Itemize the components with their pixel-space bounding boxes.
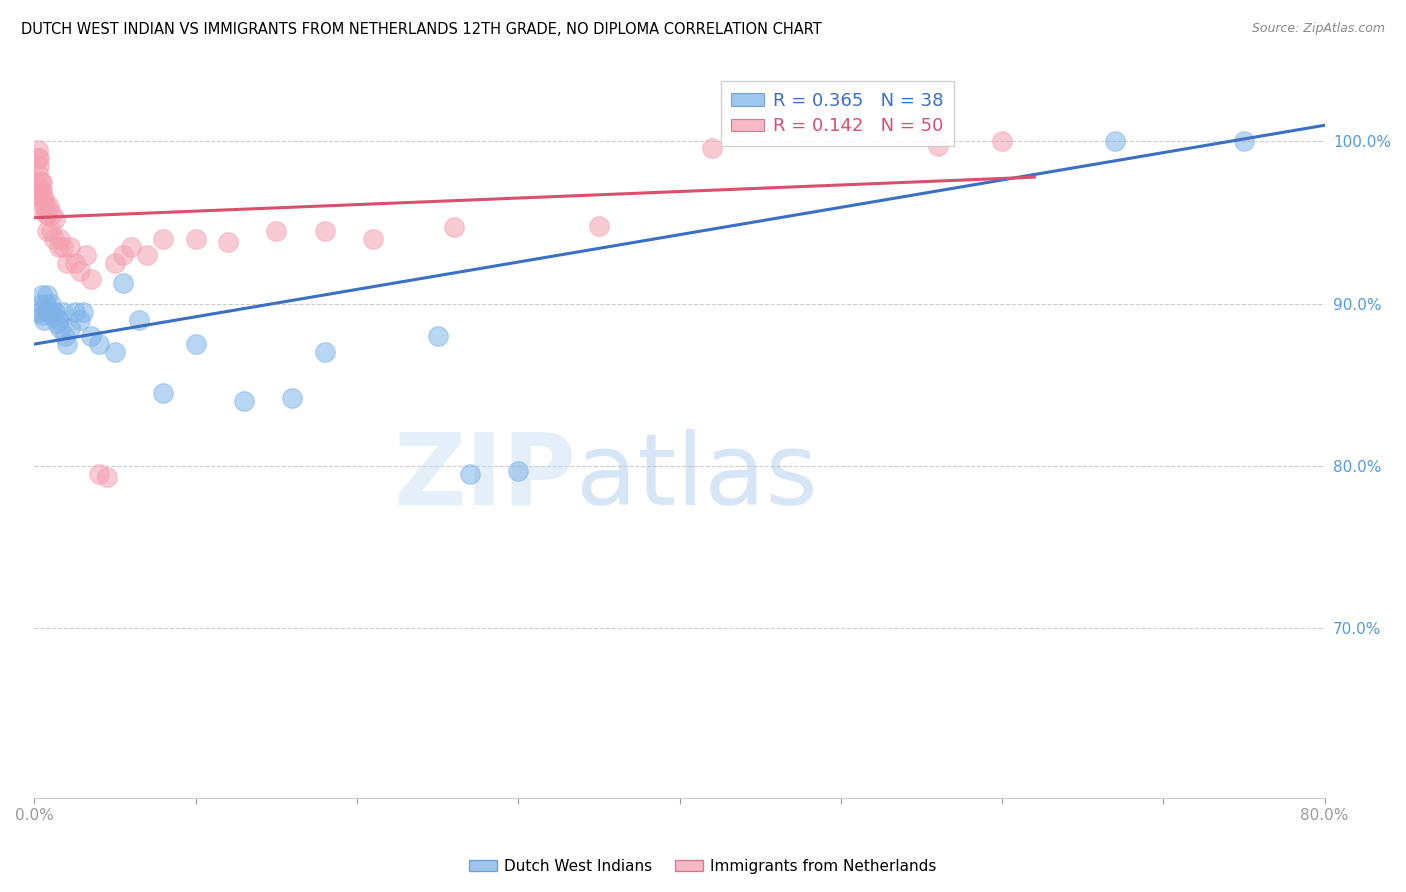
Text: Source: ZipAtlas.com: Source: ZipAtlas.com xyxy=(1251,22,1385,36)
Point xyxy=(27,151,49,165)
Point xyxy=(508,464,530,478)
Point xyxy=(59,240,82,254)
Point xyxy=(32,313,55,327)
Point xyxy=(63,304,86,318)
Point xyxy=(31,288,53,302)
Point xyxy=(53,329,76,343)
Point xyxy=(41,304,63,318)
Point xyxy=(1233,135,1256,149)
Point xyxy=(443,220,465,235)
Text: DUTCH WEST INDIAN VS IMMIGRANTS FROM NETHERLANDS 12TH GRADE, NO DIPLOMA CORRELAT: DUTCH WEST INDIAN VS IMMIGRANTS FROM NET… xyxy=(21,22,823,37)
Point xyxy=(27,143,49,157)
Point xyxy=(75,248,97,262)
Point xyxy=(52,240,75,254)
Point xyxy=(39,224,62,238)
Point xyxy=(32,191,55,205)
Point xyxy=(39,296,62,310)
Point xyxy=(426,329,449,343)
Point xyxy=(30,296,52,310)
Legend: Dutch West Indians, Immigrants from Netherlands: Dutch West Indians, Immigrants from Neth… xyxy=(463,853,943,880)
Point xyxy=(233,393,256,408)
Point xyxy=(104,345,127,359)
Point xyxy=(42,310,65,324)
Point xyxy=(34,207,56,221)
Point xyxy=(34,199,56,213)
Point xyxy=(87,467,110,481)
Point xyxy=(55,256,77,270)
Point xyxy=(52,304,75,318)
Point xyxy=(31,191,53,205)
Point xyxy=(44,212,66,227)
Point xyxy=(28,159,51,173)
Point xyxy=(30,183,52,197)
Point xyxy=(55,337,77,351)
Point xyxy=(31,183,53,197)
Point xyxy=(37,207,59,221)
Point xyxy=(458,467,481,481)
Point xyxy=(128,313,150,327)
Point xyxy=(927,139,949,153)
Point xyxy=(37,304,59,318)
Point xyxy=(588,219,610,233)
Point xyxy=(46,316,69,330)
Point xyxy=(31,308,53,322)
Point xyxy=(152,232,174,246)
Point xyxy=(314,224,336,238)
Point xyxy=(25,199,48,213)
Point xyxy=(37,288,59,302)
Point xyxy=(27,167,49,181)
Point xyxy=(32,199,55,213)
Point xyxy=(34,296,56,310)
Point xyxy=(31,175,53,189)
Point xyxy=(112,248,135,262)
Point xyxy=(120,240,142,254)
Point xyxy=(152,385,174,400)
Point xyxy=(361,232,384,246)
Point xyxy=(87,337,110,351)
Point xyxy=(28,183,51,197)
Point xyxy=(48,240,70,254)
Point xyxy=(266,224,288,238)
Point xyxy=(30,175,52,189)
Point xyxy=(112,276,135,290)
Point xyxy=(48,313,70,327)
Point xyxy=(184,232,207,246)
Point xyxy=(69,264,91,278)
Point xyxy=(184,337,207,351)
Point xyxy=(314,345,336,359)
Point xyxy=(991,135,1014,149)
Point xyxy=(59,321,82,335)
Point xyxy=(69,313,91,327)
Point xyxy=(700,141,723,155)
Point xyxy=(72,304,94,318)
Point xyxy=(42,232,65,246)
Point xyxy=(96,470,118,484)
Point xyxy=(44,304,66,318)
Point xyxy=(104,256,127,270)
Point xyxy=(49,321,72,335)
Point xyxy=(38,304,60,318)
Text: atlas: atlas xyxy=(576,428,818,525)
Point xyxy=(38,199,60,213)
Text: ZIP: ZIP xyxy=(394,428,576,525)
Point xyxy=(217,235,239,249)
Point xyxy=(281,391,304,405)
Point xyxy=(80,329,103,343)
Legend: R = 0.365   N = 38, R = 0.142   N = 50: R = 0.365 N = 38, R = 0.142 N = 50 xyxy=(721,81,955,146)
Point xyxy=(25,175,48,189)
Point xyxy=(41,207,63,221)
Point xyxy=(37,224,59,238)
Point xyxy=(28,151,51,165)
Point xyxy=(1104,135,1126,149)
Point xyxy=(136,248,159,262)
Point xyxy=(63,256,86,270)
Point xyxy=(28,304,51,318)
Point xyxy=(49,232,72,246)
Point xyxy=(80,272,103,286)
